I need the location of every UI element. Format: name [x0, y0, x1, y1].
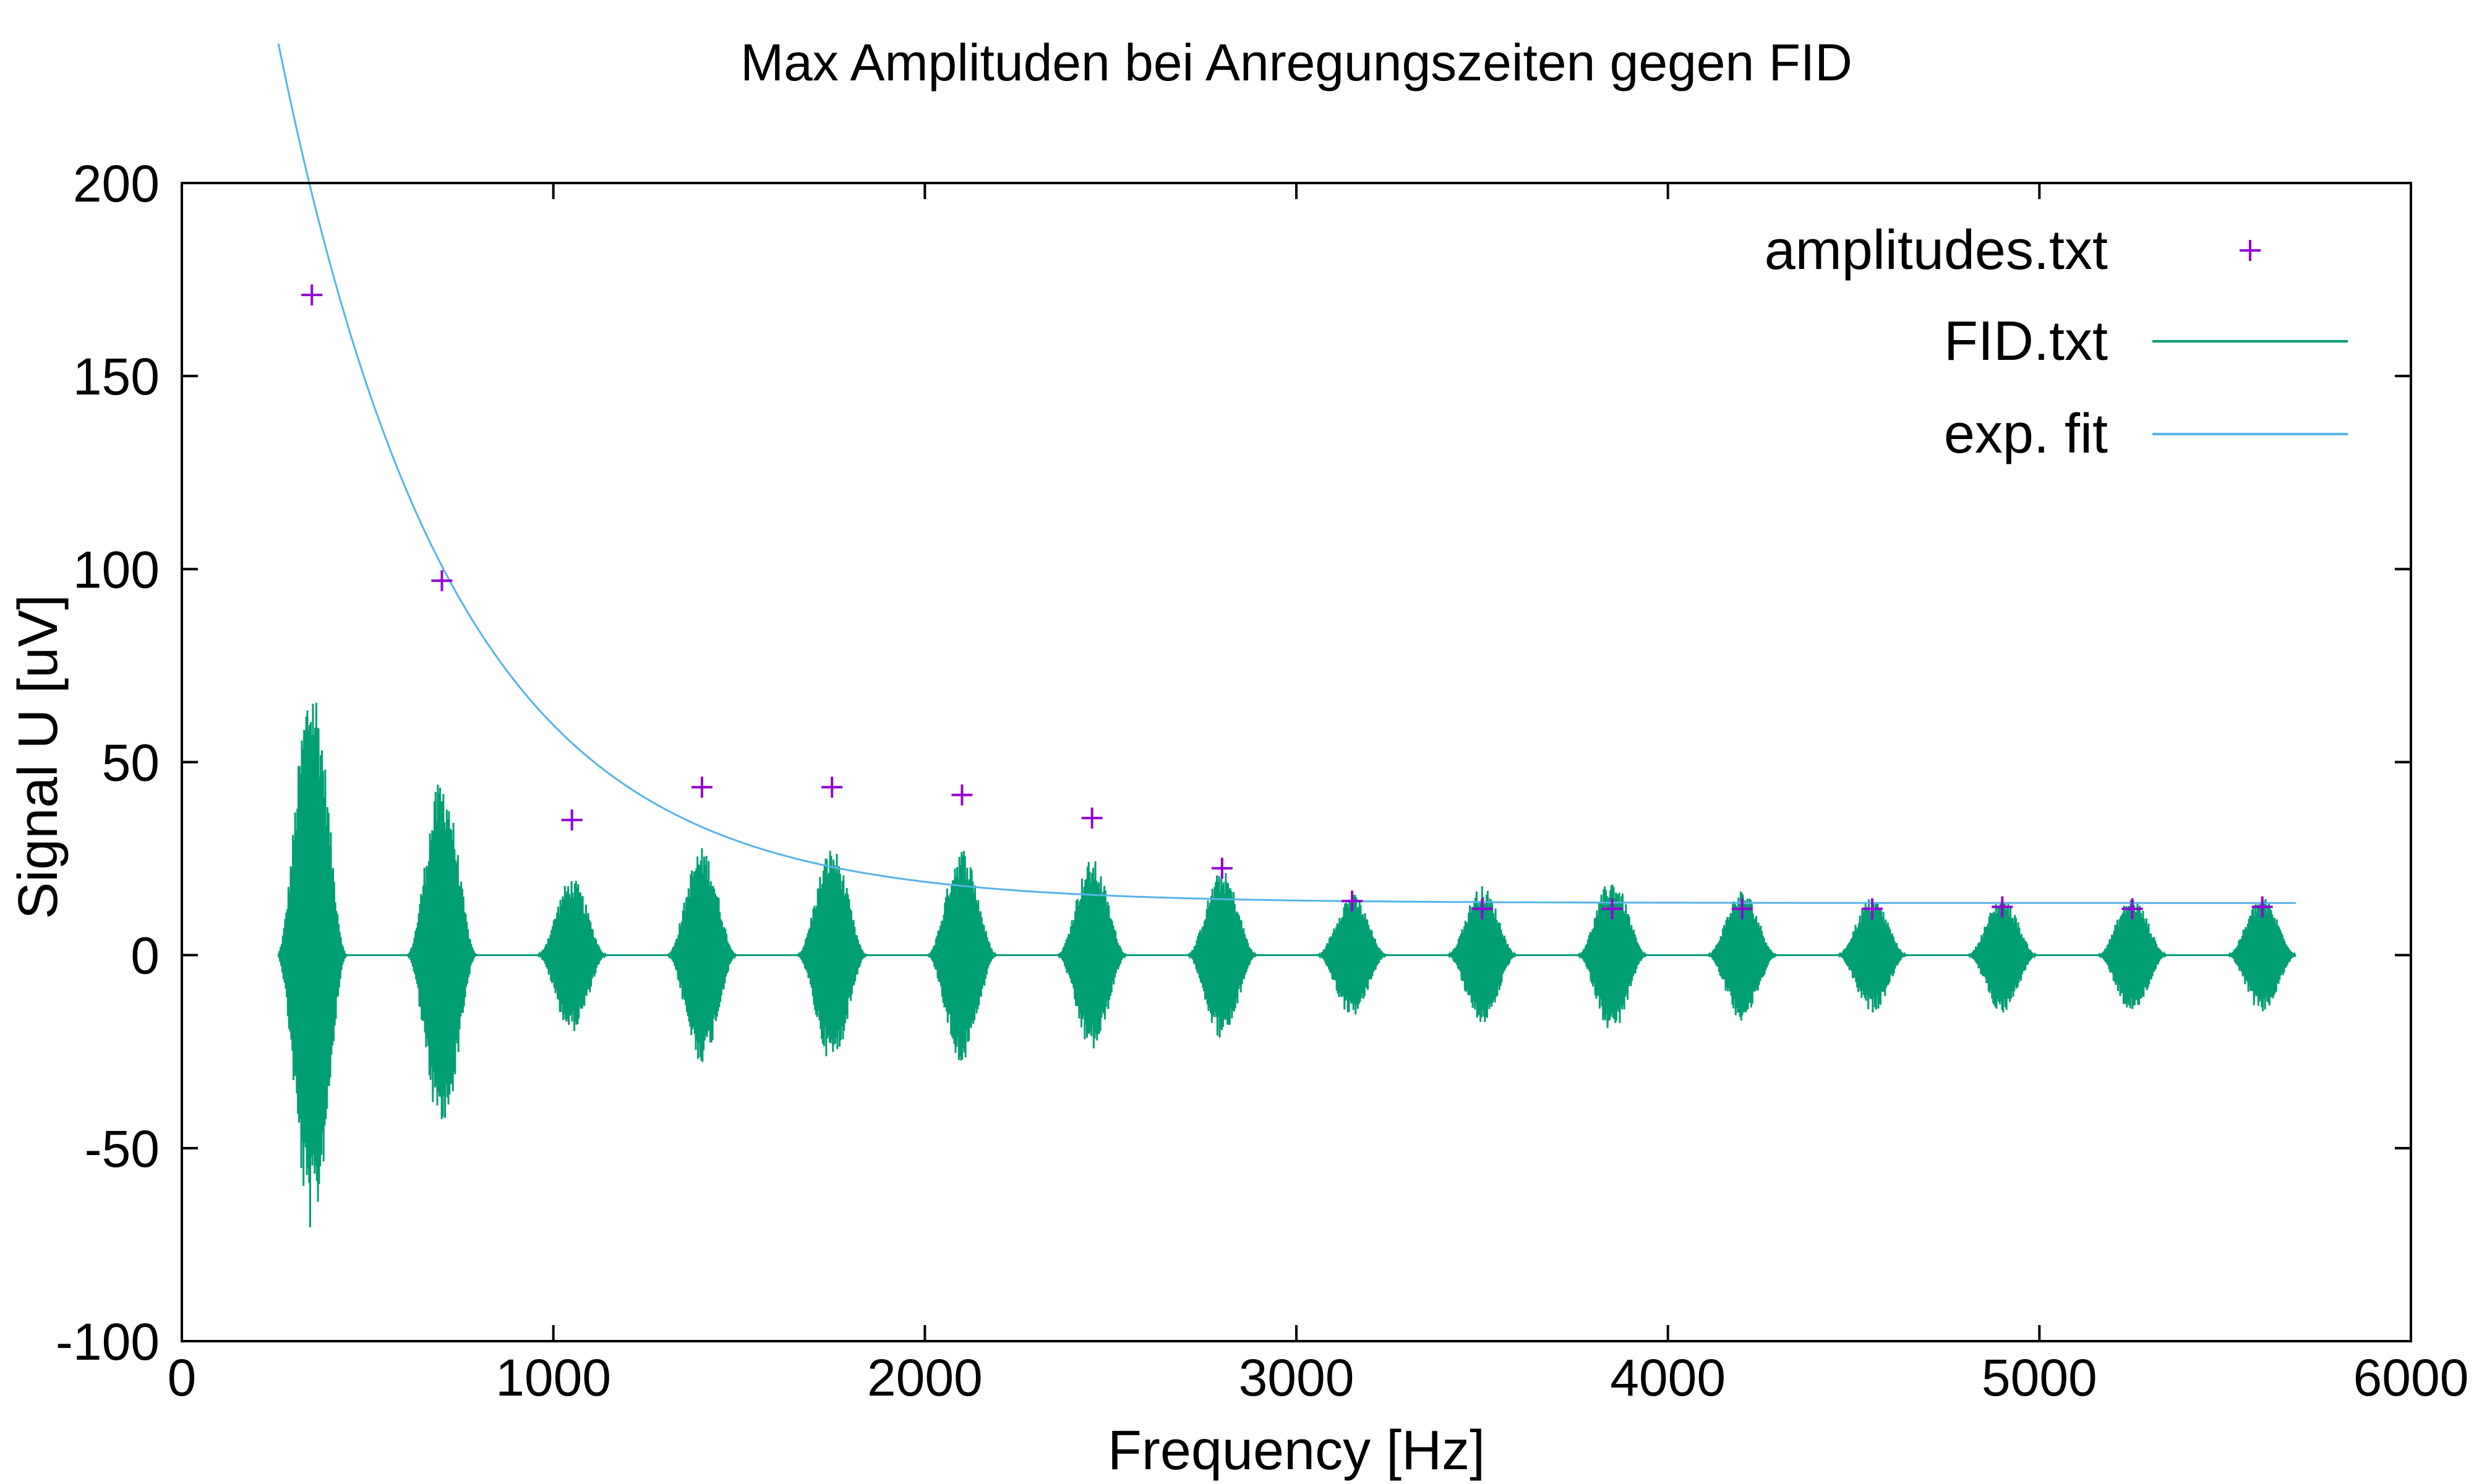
y-tick-label: 150	[73, 348, 160, 406]
amplitude-point	[1471, 898, 1493, 919]
exp-fit-line	[277, 43, 2296, 904]
amplitude-point	[1081, 808, 1103, 829]
y-axis-label: Signal U [uV]	[7, 594, 69, 919]
legend-label: amplitudes.txt	[1765, 220, 2108, 281]
y-tick-label: -50	[85, 1120, 160, 1178]
amplitude-point	[2121, 898, 2143, 919]
x-tick-label: 1000	[495, 1349, 611, 1407]
legend-label: FID.txt	[1944, 310, 2108, 372]
x-tick-label: 5000	[1982, 1349, 2097, 1407]
amplitude-point	[1342, 890, 1363, 912]
y-tick-label: 50	[102, 734, 160, 792]
y-tick-label: 200	[73, 155, 160, 213]
fid-series	[277, 702, 2297, 1227]
amplitude-point	[1862, 898, 1883, 919]
x-tick-label: 3000	[1239, 1349, 1355, 1407]
x-tick-label: 4000	[1610, 1349, 1726, 1407]
amplitude-points	[301, 284, 2273, 919]
amplitude-point	[1211, 858, 1233, 879]
amplitude-point	[431, 570, 453, 592]
y-tick-label: -100	[56, 1313, 160, 1371]
amplitude-point	[1731, 898, 1753, 919]
y-tick-label: 100	[73, 540, 160, 599]
x-tick-label: 6000	[2353, 1349, 2469, 1407]
x-axis-label: Frequency [Hz]	[1108, 1420, 1485, 1482]
amplitude-point	[1601, 898, 1623, 919]
legend-marker	[2240, 240, 2261, 261]
amplitude-point	[821, 777, 843, 798]
amplitude-point	[561, 809, 583, 831]
amplitude-point	[2251, 896, 2273, 918]
amplitude-point	[1992, 896, 2013, 918]
legend: amplitudes.txt FID.txt exp. fit	[1765, 220, 2348, 465]
fid-trace	[277, 702, 2297, 1227]
axis-ticks: 0 1000 2000 3000 4000 5000 6000 -100 -50 0 50 100 15…	[56, 155, 2469, 1407]
amplitude-point	[301, 284, 323, 306]
amplitude-point	[691, 777, 713, 798]
amplitude-point	[951, 784, 973, 806]
x-tick-label: 0	[168, 1349, 197, 1407]
chart-title: Max Amplituden bei Anregungszeiten gegen…	[740, 33, 1852, 92]
x-tick-label: 2000	[867, 1349, 983, 1407]
legend-label: exp. fit	[1944, 403, 2108, 465]
exp-fit-series	[277, 43, 2296, 904]
y-tick-label: 0	[131, 927, 160, 985]
